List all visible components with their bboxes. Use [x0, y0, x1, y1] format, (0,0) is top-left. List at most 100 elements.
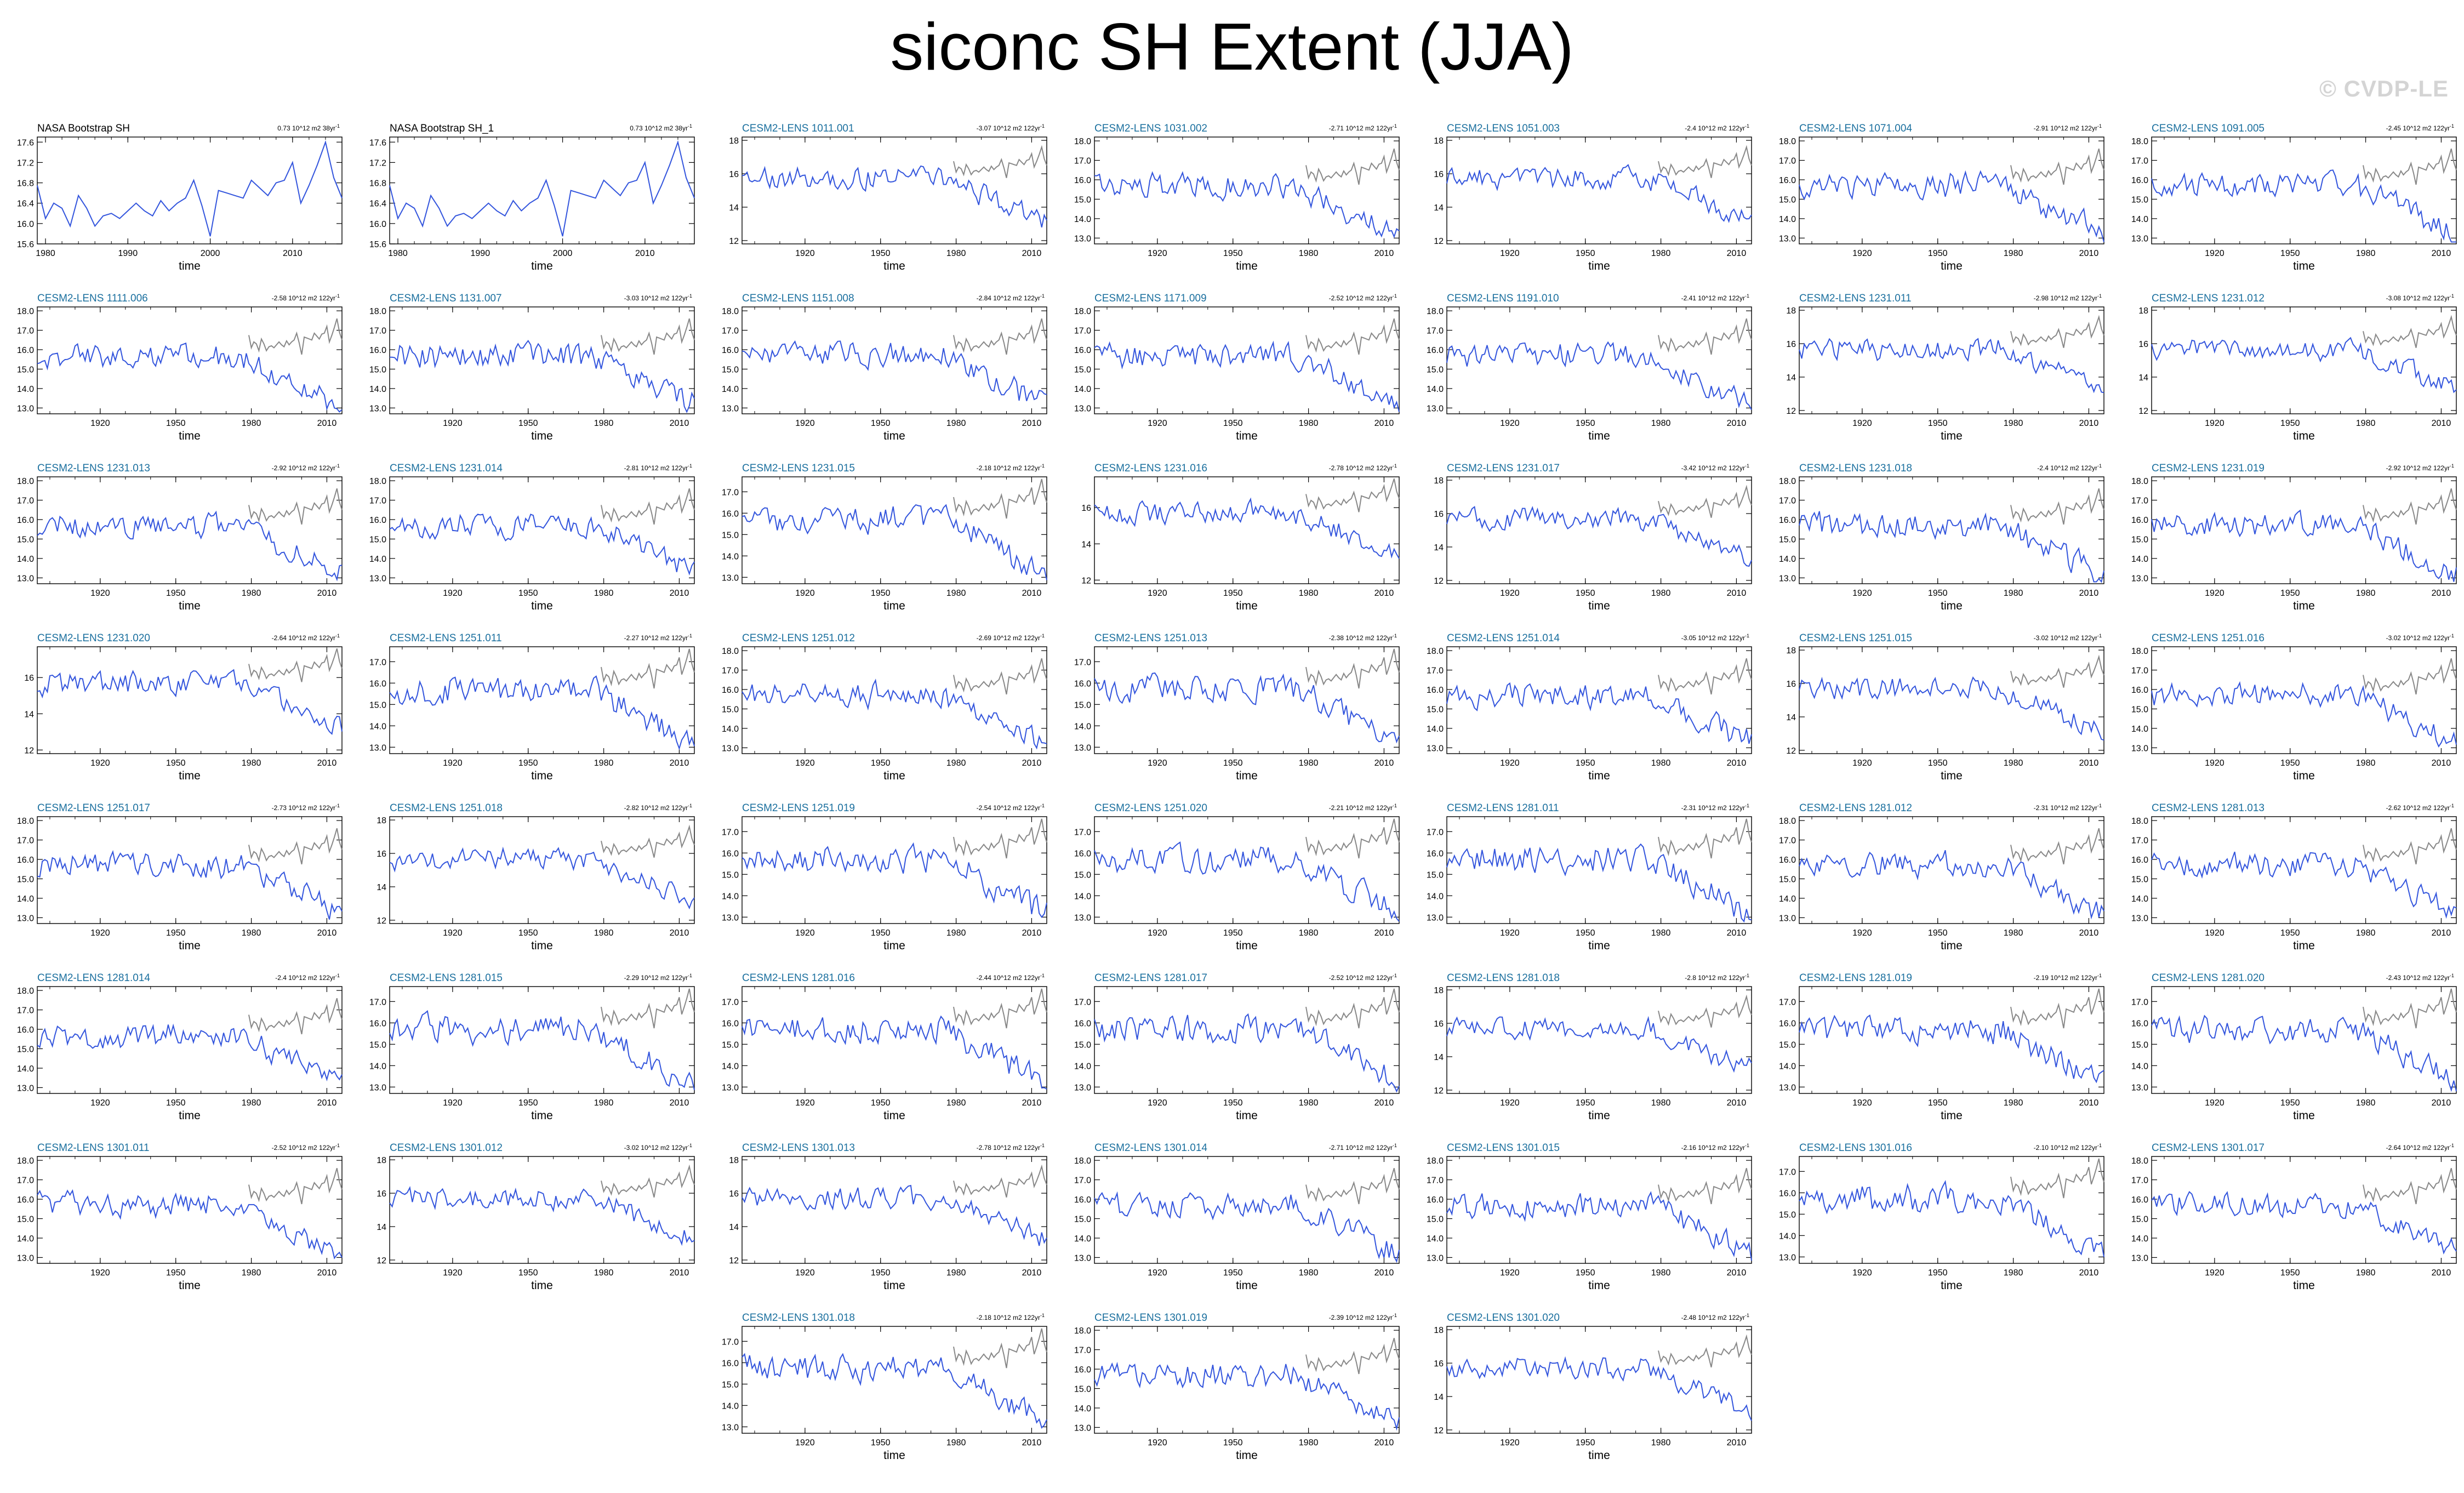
panel-1: NASA Bootstrap SH 0.73 10^12 m2 38yr-1 198… [17, 123, 343, 272]
y-tick-label: 16.0 [1074, 849, 1091, 858]
x-tick-label: 2010 [670, 589, 689, 598]
model-series-line [1094, 1361, 1400, 1431]
y-tick-label: 16.0 [2131, 856, 2148, 865]
y-tick-label: 16.0 [17, 856, 34, 865]
model-series-line [389, 675, 695, 750]
y-tick-label: 16.4 [369, 200, 386, 209]
observed-overlay-line [953, 1164, 1047, 1198]
y-tick-label: 16.0 [17, 1025, 34, 1035]
x-tick-label: 1980 [242, 589, 261, 598]
panel-4: CESM2-LENS 1031.002 -2.71 10^12 m2 122yr-… [1074, 123, 1400, 272]
x-axis-label: time [1588, 600, 1610, 612]
x-tick-label: 1920 [1148, 1098, 1167, 1108]
model-series-line [1799, 1014, 2104, 1084]
y-tick-label: 13.0 [1427, 744, 1444, 753]
panel-trend: -3.08 10^12 m2 122yr-1 [2386, 293, 2454, 302]
y-tick-label: 12 [729, 237, 739, 246]
y-tick-label: 15.0 [722, 531, 739, 540]
x-tick-label: 2010 [1727, 1438, 1747, 1448]
observed-overlay-line [248, 648, 343, 682]
x-tick-label: 2000 [553, 249, 573, 258]
y-tick-label: 17.0 [369, 327, 386, 336]
x-tick-label: 1980 [594, 1268, 614, 1278]
panel-title: CESM2-LENS 1301.018 [742, 1312, 855, 1324]
y-tick-label: 16.0 [722, 1019, 739, 1028]
x-axis-label: time [1941, 600, 1963, 612]
observed-overlay-line [953, 658, 1047, 695]
x-tick-label: 1980 [594, 759, 614, 768]
y-tick-label: 13.0 [2131, 1083, 2148, 1092]
y-tick-label: 13.0 [1779, 914, 1796, 923]
x-tick-label: 1920 [1148, 419, 1167, 428]
y-tick-label: 18.0 [17, 307, 34, 316]
y-tick-label: 17.0 [1427, 327, 1444, 336]
panel-23: CESM2-LENS 1251.011 -2.27 10^12 m2 122yr-… [369, 632, 695, 782]
y-tick-label: 16.0 [722, 849, 739, 858]
y-tick-label: 16.0 [2131, 1019, 2148, 1028]
y-tick-label: 16.0 [1074, 346, 1091, 355]
y-tick-label: 17.0 [2131, 666, 2148, 676]
plot-frame [742, 306, 1047, 414]
panel-19: CESM2-LENS 1231.017 -3.42 10^12 m2 122yr-… [1434, 463, 1752, 612]
y-tick-label: 16 [1434, 1019, 1444, 1029]
panel-trend: -2.41 10^12 m2 122yr-1 [1681, 293, 1749, 302]
y-tick-label: 18 [729, 136, 739, 146]
x-tick-label: 1980 [242, 419, 261, 428]
panel-49: CESM2-LENS 1301.017 -2.64 10^12 m2 122yr-… [2131, 1142, 2457, 1292]
y-tick-label: 15.0 [369, 365, 386, 374]
x-tick-label: 1980 [1299, 589, 1319, 598]
panel-trend: -2.18 10^12 m2 122yr-1 [977, 1313, 1045, 1321]
observed-overlay-line [601, 648, 695, 689]
y-tick-label: 16 [377, 1189, 386, 1199]
x-tick-label: 1920 [1852, 928, 1872, 938]
model-series-line [1094, 1013, 1400, 1093]
model-series-line [1446, 1191, 1752, 1261]
x-tick-label: 1920 [2205, 1268, 2225, 1278]
panel-trend: -2.18 10^12 m2 122yr-1 [977, 463, 1045, 472]
x-axis-label: time [2293, 260, 2315, 272]
y-tick-label: 18.0 [17, 987, 34, 996]
x-axis-label: time [883, 1279, 905, 1292]
panel-trend: -2.38 10^12 m2 122yr-1 [1329, 633, 1397, 642]
y-tick-label: 15.0 [1074, 195, 1091, 204]
plot-frame [742, 646, 1047, 754]
x-tick-label: 2010 [2079, 928, 2099, 938]
y-tick-label: 14.0 [1427, 1234, 1444, 1244]
x-tick-label: 1950 [1928, 419, 1948, 428]
plot-frame [37, 816, 343, 924]
x-tick-label: 1950 [518, 759, 538, 768]
panel-trend: -2.45 10^12 m2 122yr-1 [2386, 123, 2454, 132]
plot-frame [1799, 1156, 2104, 1264]
x-tick-label: 2010 [2079, 1268, 2099, 1278]
y-tick-label: 14.0 [17, 385, 34, 394]
panel-14: CESM2-LENS 1231.012 -3.08 10^12 m2 122yr-… [2138, 293, 2457, 442]
y-tick-label: 18.0 [1427, 647, 1444, 656]
y-tick-label: 16.0 [722, 686, 739, 695]
panel-title: CESM2-LENS 1301.012 [390, 1142, 503, 1154]
y-tick-label: 16.0 [1427, 346, 1444, 355]
panel-title: CESM2-LENS 1151.008 [742, 293, 854, 304]
plot-frame [37, 306, 343, 414]
panel-trend: -2.10 10^12 m2 122yr-1 [2034, 1143, 2102, 1152]
plot-frame [1094, 136, 1400, 244]
x-tick-label: 1950 [1576, 1098, 1595, 1108]
y-tick-label: 14.0 [1779, 215, 1796, 224]
panel-41: CESM2-LENS 1281.019 -2.19 10^12 m2 122yr-… [1779, 972, 2104, 1122]
x-axis-label: time [179, 770, 201, 782]
y-tick-label: 13.0 [1779, 1253, 1796, 1262]
y-tick-label: 14.0 [722, 725, 739, 734]
y-tick-label: 15.0 [2131, 705, 2148, 714]
panel-title: CESM2-LENS 1091.005 [2152, 123, 2265, 134]
x-tick-label: 2010 [317, 419, 337, 428]
x-tick-label: 1950 [518, 589, 538, 598]
observed-overlay-line [1658, 1168, 1752, 1205]
x-tick-label: 1980 [2004, 928, 2023, 938]
y-tick-label: 18.0 [1074, 307, 1091, 316]
x-tick-label: 1920 [795, 249, 815, 258]
x-tick-label: 1980 [1651, 928, 1671, 938]
x-tick-label: 1920 [90, 589, 110, 598]
x-axis-label: time [2293, 1109, 2315, 1122]
x-tick-label: 1950 [166, 419, 186, 428]
x-axis-label: time [1236, 770, 1258, 782]
x-tick-label: 1980 [946, 1098, 966, 1108]
